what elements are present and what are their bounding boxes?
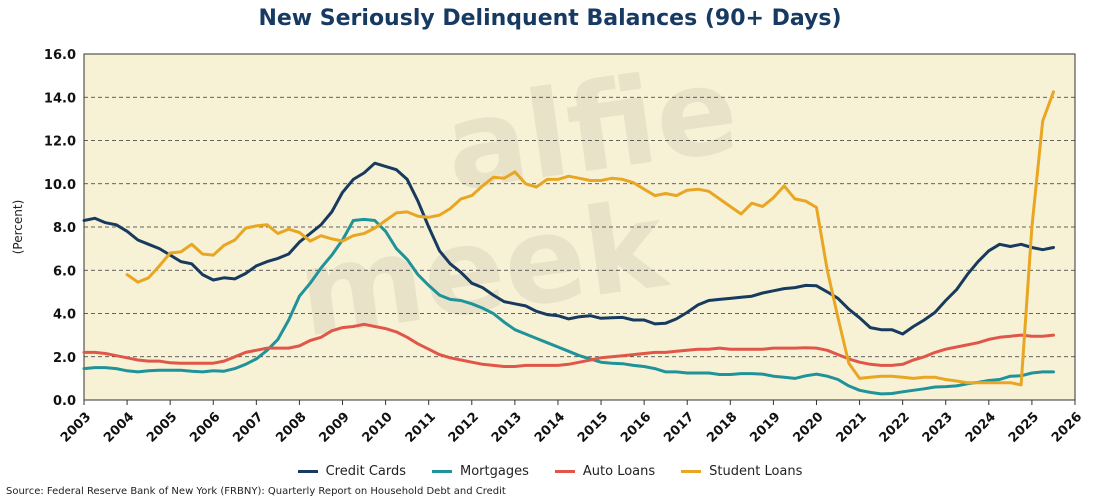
x-tick-label: 2022: [877, 410, 913, 446]
x-tick-label: 2020: [790, 410, 826, 446]
y-tick-label: 4.0: [53, 308, 76, 323]
legend-label: Mortgages: [460, 464, 529, 479]
x-tick-label: 2004: [101, 410, 137, 446]
series-line-credit-cards: [82, 161, 1055, 336]
y-tick-label: 12.0: [44, 135, 76, 150]
series-line-student-loans: [125, 90, 1055, 387]
x-tick-label: 2008: [273, 410, 309, 446]
legend-item-auto-loans: Auto Loans: [554, 464, 656, 479]
x-tick-label: 2006: [187, 410, 223, 446]
x-tick-label: 2009: [317, 410, 353, 446]
x-tick-label: 2021: [834, 410, 870, 446]
series-line-mortgages: [82, 217, 1055, 396]
y-tick-label: 14.0: [44, 91, 76, 106]
x-tick-label: 2025: [1006, 410, 1042, 446]
x-tick-label: 2003: [58, 410, 94, 446]
x-tick-label: 2015: [575, 410, 611, 446]
x-tick-label: 2011: [403, 410, 439, 446]
series-line-auto-loans: [82, 322, 1055, 368]
x-tick-label: 2019: [747, 410, 783, 446]
legend-swatch: [432, 470, 453, 473]
x-tick-label: 2016: [618, 410, 654, 446]
source-note: Source: Federal Reserve Bank of New York…: [6, 486, 506, 497]
legend-swatch: [554, 470, 575, 473]
y-tick-label: 16.0: [44, 48, 76, 63]
x-tick-label: 2014: [532, 410, 568, 446]
legend-label: Auto Loans: [582, 464, 656, 479]
legend-item-credit-cards: Credit Cards: [297, 464, 407, 479]
y-axis-label: (Percent): [11, 200, 25, 255]
y-tick-label: 6.0: [53, 264, 76, 279]
x-tick-label: 2005: [144, 410, 180, 446]
x-tick-label: 2018: [704, 410, 740, 446]
y-tick-label: 8.0: [53, 221, 76, 236]
chart-title: New Seriously Delinquent Balances (90+ D…: [258, 6, 842, 31]
x-tick-label: 2013: [489, 410, 525, 446]
legend-item-mortgages: Mortgages: [432, 464, 529, 479]
x-tick-label: 2024: [963, 410, 999, 446]
y-tick-label: 2.0: [53, 351, 76, 366]
x-tick-label: 2012: [446, 410, 482, 446]
legend-item-student-loans: Student Loans: [681, 464, 802, 479]
legend-label: Credit Cards: [325, 464, 407, 479]
legend: Credit Cards Mortgages Auto Loans Student L…: [0, 464, 1100, 479]
x-tick-label: 2017: [661, 410, 697, 446]
legend-swatch: [297, 470, 318, 473]
legend-label: Student Loans: [709, 464, 803, 479]
x-tick-label: 2023: [920, 410, 956, 446]
x-tick-label: 2026: [1049, 410, 1085, 446]
x-tick-label: 2010: [360, 410, 396, 446]
y-tick-label: 10.0: [44, 178, 76, 193]
legend-swatch: [681, 470, 702, 473]
y-tick-label: 0.0: [53, 394, 76, 409]
x-tick-label: 2007: [230, 410, 266, 446]
